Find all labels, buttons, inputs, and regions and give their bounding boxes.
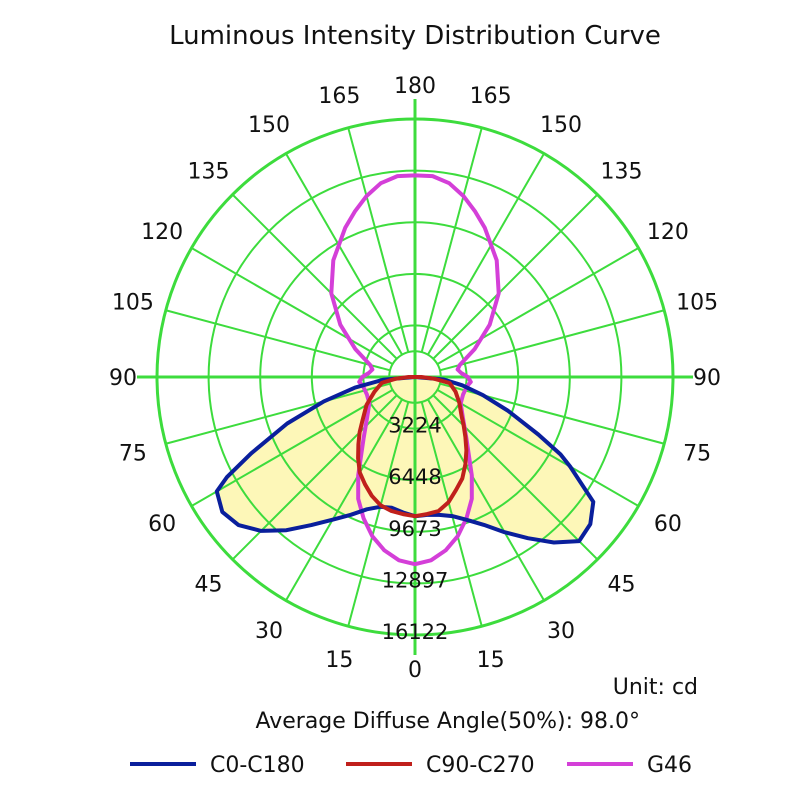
grid-spoke — [432, 394, 599, 561]
angle-label-right-75: 75 — [683, 442, 711, 467]
angle-label-right-45: 45 — [608, 573, 636, 598]
angle-label-left-120: 120 — [141, 220, 183, 245]
grid-spoke — [432, 193, 599, 360]
grid-spoke — [427, 153, 545, 356]
angle-label-left-165: 165 — [318, 84, 360, 109]
grid-spoke — [420, 127, 483, 353]
grid-spoke — [439, 309, 665, 372]
angle-label-right-15: 15 — [477, 648, 505, 673]
angle-label-right-135: 135 — [601, 160, 643, 185]
angle-label-right-90: 90 — [693, 366, 721, 391]
angle-label-left-45: 45 — [195, 573, 223, 598]
grid-spoke — [436, 247, 639, 365]
radial-tick-label: 6448 — [388, 465, 441, 489]
legend-label-c0-c180: C0-C180 — [210, 753, 305, 778]
grid-spoke — [191, 247, 394, 365]
legend-label-g46: G46 — [647, 753, 692, 778]
grid-spoke — [165, 309, 391, 372]
grid-spoke — [231, 193, 398, 360]
c0-c180-fill — [216, 377, 594, 543]
unit-label: Unit: cd — [613, 675, 698, 700]
radial-tick-label: 12897 — [382, 568, 449, 592]
grid-spoke — [285, 153, 403, 356]
angle-label-right-0: 0 — [408, 658, 422, 683]
angle-label-left-30: 30 — [255, 619, 283, 644]
angle-label-right-30: 30 — [547, 619, 575, 644]
legend: C0-C180 C90-C270 G46 — [130, 753, 692, 778]
grid-spoke — [427, 398, 545, 601]
grid-spoke — [165, 382, 391, 445]
angle-label-right-120: 120 — [647, 220, 689, 245]
grid-spoke — [191, 389, 394, 507]
angle-label-left-60: 60 — [148, 512, 176, 537]
angle-label-right-165: 165 — [470, 84, 512, 109]
radial-tick-labels: 3224 6448 9673 12897 16122 — [382, 414, 449, 644]
angle-label-left-75: 75 — [119, 442, 147, 467]
grid-spoke — [285, 398, 403, 601]
radial-tick-label: 9673 — [388, 517, 441, 541]
angle-labels: 0 15 30 45 60 75 90 105 120 135 150 165 180 15 30 45 60 7… — [109, 74, 721, 683]
angle-label-left-15: 15 — [325, 648, 353, 673]
angle-label-left-135: 135 — [188, 160, 230, 185]
series-c90-c270-curve — [356, 375, 469, 519]
radial-tick-label: 16122 — [382, 620, 449, 644]
radial-tick-label: 3224 — [388, 414, 441, 438]
grid-spoke — [436, 389, 639, 507]
angle-label-left-150: 150 — [248, 113, 290, 138]
grid-spoke — [347, 127, 410, 353]
grid-spoke — [347, 401, 410, 627]
chart-title: Luminous Intensity Distribution Curve — [169, 21, 661, 51]
angle-label-right-60: 60 — [654, 512, 682, 537]
angle-label-right-180: 180 — [394, 74, 436, 99]
diffuse-angle-note: Average Diffuse Angle(50%): 98.0° — [255, 709, 640, 734]
angle-label-right-150: 150 — [540, 113, 582, 138]
angle-label-left-90: 90 — [109, 366, 137, 391]
legend-label-c90-c270: C90-C270 — [426, 753, 535, 778]
angle-label-left-105: 105 — [112, 290, 154, 315]
series-curves — [214, 173, 596, 567]
fill-area — [216, 377, 594, 543]
angle-label-right-105: 105 — [676, 290, 718, 315]
